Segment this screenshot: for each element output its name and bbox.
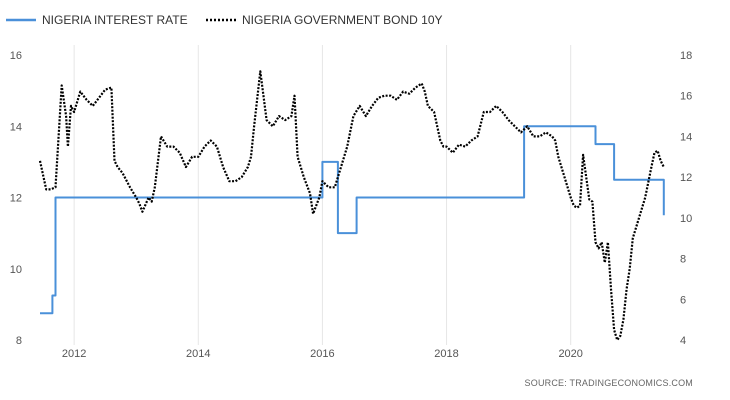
y-right-tick-label: 14 xyxy=(680,131,692,143)
y-left-tick-label: 12 xyxy=(10,193,22,205)
y-right-tick-label: 6 xyxy=(680,294,686,306)
x-tick-label: 2012 xyxy=(62,348,86,360)
y-right-tick-label: 8 xyxy=(680,254,686,266)
x-tick-label: 2014 xyxy=(186,348,210,360)
y-left-tick-label: 10 xyxy=(10,264,22,276)
legend: NIGERIA INTEREST RATE NIGERIA GOVERNMENT… xyxy=(6,13,443,27)
x-tick-label: 2018 xyxy=(434,348,458,360)
x-tick-label: 2020 xyxy=(558,348,582,360)
axis-ticks: 2012 2014 2016 2018 2020 8 10 12 14 16 4 6 8 10 12 14 16… xyxy=(10,50,693,360)
y-right-tick-label: 16 xyxy=(680,91,692,103)
x-tick-label: 2016 xyxy=(310,348,334,360)
series-line-interest-rate xyxy=(40,125,665,315)
legend-label-interest-rate: NIGERIA INTEREST RATE xyxy=(42,13,188,27)
y-right-tick-label: 4 xyxy=(680,335,686,347)
series-layer xyxy=(38,70,665,342)
source-label: SOURCE: TRADINGECONOMICS.COM xyxy=(525,378,693,388)
y-left-tick-label: 8 xyxy=(16,335,22,347)
y-right-tick-label: 10 xyxy=(680,213,692,225)
y-left-tick-label: 14 xyxy=(10,121,22,133)
series-line-bond-10y xyxy=(38,70,665,342)
y-right-tick-label: 12 xyxy=(680,172,692,184)
y-left-tick-label: 16 xyxy=(10,50,22,62)
legend-label-bond: NIGERIA GOVERNMENT BOND 10Y xyxy=(242,13,443,27)
y-right-tick-label: 18 xyxy=(680,50,692,62)
